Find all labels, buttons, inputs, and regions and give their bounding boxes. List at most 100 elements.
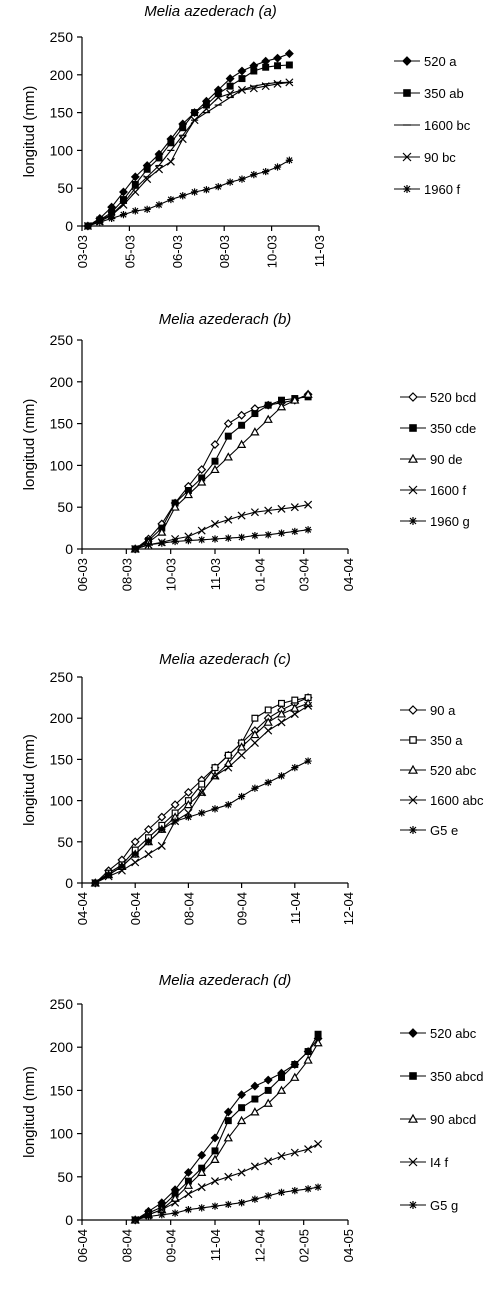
data-point: [250, 1081, 260, 1091]
data-point: [170, 1193, 180, 1202]
data-point: [238, 792, 246, 801]
x-tick-label: 06-04: [75, 1229, 90, 1262]
y-tick-label: 250: [50, 996, 74, 1012]
y-tick-label: 150: [50, 416, 74, 432]
y-tick-label: 200: [50, 1039, 74, 1055]
legend-label: 520 abc: [430, 1026, 477, 1041]
series-4: [91, 757, 312, 887]
legend-label: G5 e: [430, 823, 458, 838]
y-tick-label: 250: [50, 29, 74, 45]
series-1: [131, 393, 312, 553]
legend-label: 90 bc: [424, 150, 456, 165]
data-point: [276, 1085, 287, 1094]
data-point: [183, 787, 193, 797]
data-point: [273, 53, 282, 63]
data-point: [211, 1202, 219, 1210]
data-point: [214, 93, 223, 102]
x-tick-label: 04-04: [341, 558, 356, 591]
data-point: [290, 1072, 300, 1081]
legend-marker: [409, 424, 417, 432]
y-tick-label: 100: [50, 457, 74, 473]
legend-marker: [407, 1113, 419, 1123]
data-point: [261, 82, 270, 91]
y-tick-label: 0: [65, 541, 73, 557]
data-point: [304, 1048, 312, 1056]
data-point: [210, 1154, 220, 1164]
series-4: [131, 1183, 322, 1224]
data-point: [236, 742, 247, 751]
legend-label: 1600 f: [430, 483, 467, 498]
data-point: [285, 61, 293, 69]
x-tick-label: 12-04: [341, 892, 356, 925]
data-point: [285, 78, 294, 87]
data-point: [214, 183, 222, 191]
data-point: [291, 1060, 299, 1068]
legend-item: 350 abcd: [400, 1069, 484, 1084]
data-point: [224, 763, 233, 772]
legend-label: 520 bcd: [430, 390, 476, 405]
data-point: [304, 757, 312, 765]
data-point: [144, 824, 153, 834]
data-point: [237, 85, 246, 94]
x-tick-label: 06-03: [170, 235, 185, 268]
legend-item: 1600 f: [400, 483, 467, 498]
legend-label: 1960 g: [430, 514, 470, 529]
data-point: [273, 79, 282, 88]
legend-marker: [408, 392, 418, 402]
data-point: [314, 1139, 323, 1148]
legend-label: G5 g: [430, 1198, 458, 1213]
data-point: [264, 778, 272, 787]
x-tick-label: 12-04: [252, 1229, 267, 1262]
data-point: [226, 178, 234, 186]
chart-panel-c: Melia azederach (c) longitud (mm) 0 50 100 15…: [21, 651, 484, 925]
x-tick-label: 04-04: [75, 892, 90, 925]
data-point: [171, 537, 179, 546]
data-point: [224, 1117, 232, 1125]
data-point: [291, 1187, 299, 1195]
data-point: [210, 440, 220, 449]
legend-item: 1600 bc: [394, 118, 471, 133]
series-line: [87, 64, 290, 227]
data-point: [118, 862, 126, 871]
data-point: [210, 1133, 220, 1143]
legend-item: 350 a: [400, 733, 463, 748]
data-point: [224, 534, 232, 542]
data-point: [284, 49, 294, 59]
data-point: [250, 729, 260, 739]
chart-title: Melia azederach (a): [144, 3, 277, 20]
data-point: [179, 192, 187, 200]
legend-marker: [409, 826, 417, 834]
legend-marker: [402, 152, 412, 162]
data-point: [277, 1188, 286, 1196]
x-tick-label: 03-03: [75, 235, 90, 268]
data-point: [197, 526, 206, 535]
data-point: [223, 1133, 233, 1142]
x-tick-label: 08-04: [181, 892, 196, 925]
data-point: [277, 718, 286, 727]
data-point: [178, 135, 187, 144]
legend-label: 350 a: [430, 733, 463, 748]
y-tick-label: 0: [65, 875, 73, 891]
data-point: [211, 535, 219, 543]
y-tick-label: 200: [50, 374, 74, 390]
legend-item: 1960 f: [394, 182, 461, 197]
data-point: [250, 508, 259, 517]
data-point: [313, 1038, 323, 1047]
legend-item: 520 a: [394, 54, 457, 69]
data-point: [191, 109, 199, 117]
x-tick-label: 11-03: [208, 558, 223, 590]
y-tick-label: 200: [50, 67, 74, 83]
data-point: [190, 116, 199, 125]
series-1: [131, 1030, 322, 1224]
data-point: [262, 167, 270, 176]
data-point: [223, 758, 233, 768]
chart-title: Melia azederach (c): [159, 651, 291, 668]
x-tick-label: 11-04: [288, 892, 303, 924]
y-tick-label: 100: [50, 142, 74, 158]
series-line: [87, 81, 290, 227]
data-point: [158, 539, 166, 547]
data-point: [277, 504, 286, 513]
series-4: [131, 526, 312, 553]
data-point: [155, 201, 163, 209]
data-point: [183, 1168, 193, 1177]
